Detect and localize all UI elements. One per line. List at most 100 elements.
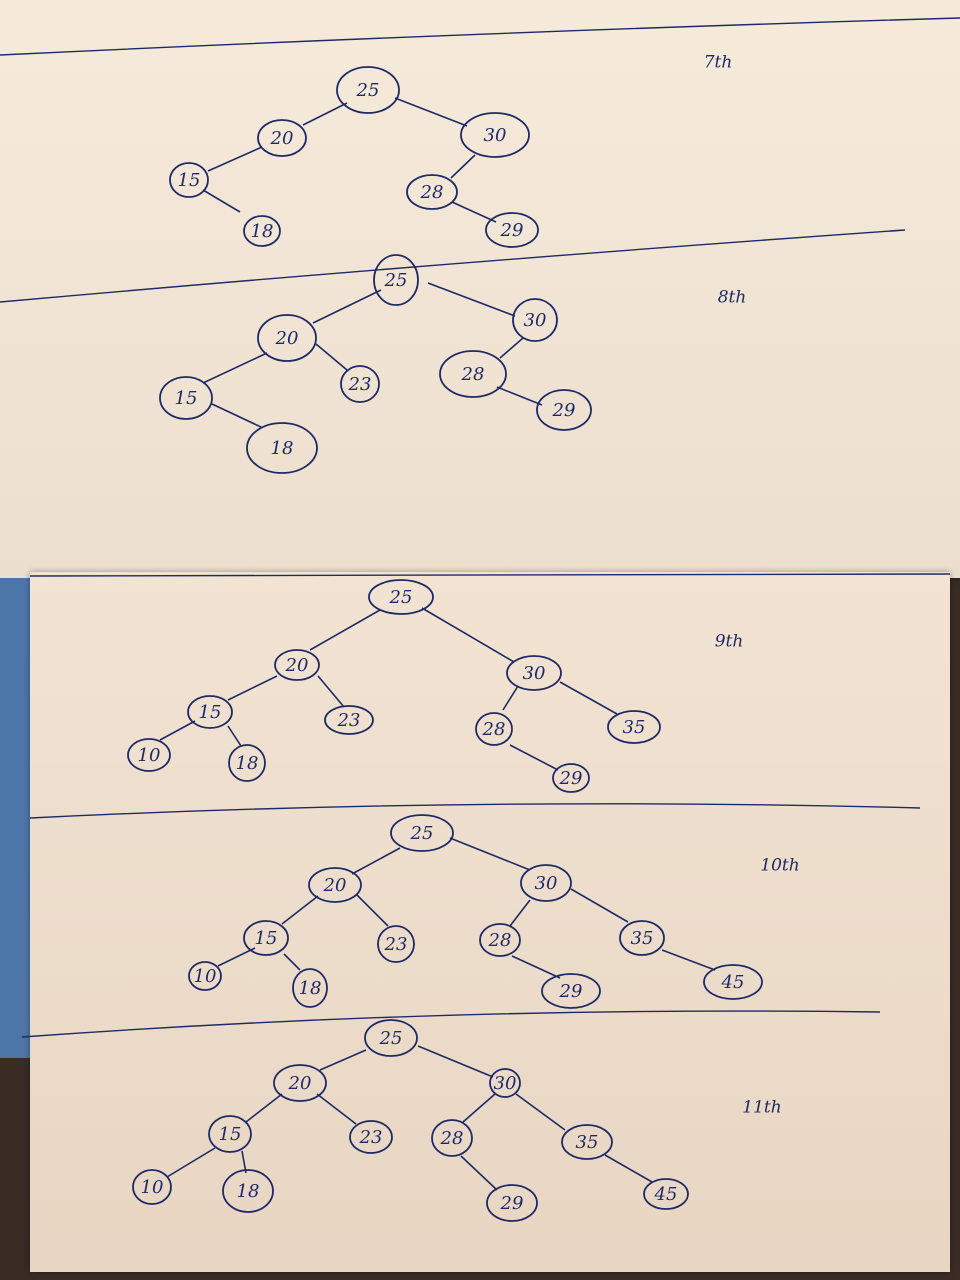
node-value: 45 [721,972,745,993]
node-value: 30 [535,873,558,894]
edges-step-10 [217,837,716,979]
node-value: 18 [236,753,259,774]
tree-edge [394,97,468,127]
node-value: 20 [285,655,309,676]
node-value: 20 [275,328,299,349]
tree-edge [449,837,531,871]
tree-edge [427,282,516,317]
tree-node: 20 [257,314,317,362]
node-value: 28 [461,364,485,385]
tree-edge [355,893,389,927]
tree-node: 10 [132,1169,172,1205]
tree-node: 25 [373,254,419,306]
tree-node: 23 [340,365,380,403]
node-value: 30 [494,1073,517,1094]
tree-node: 28 [406,174,458,210]
tree-edge [281,895,319,925]
tree-node: 29 [552,763,590,793]
tree-edge [462,1093,496,1123]
tree-node: 30 [506,655,562,691]
node-value: 23 [337,710,361,731]
tree-node: 18 [222,1169,274,1213]
tree-edge [417,1045,494,1078]
divider-line [29,803,921,819]
node-value: 28 [482,719,506,740]
node-value: 45 [654,1184,678,1205]
tree-node: 18 [228,744,266,782]
node-value: 29 [500,1193,524,1214]
node-value: 35 [623,717,646,738]
tree-edge [202,352,268,384]
tree-node: 10 [188,961,222,991]
tree-node: 25 [336,66,400,114]
node-value: 30 [523,663,546,684]
node-value: 30 [484,125,507,146]
tree-edge [515,1093,566,1131]
node-value: 29 [500,220,524,241]
tree-node: 23 [377,925,415,963]
tree-edge [312,289,382,324]
tree-node: 15 [169,162,209,198]
divider-line [0,17,960,56]
tree-edge [559,681,618,715]
step-label: 8th [718,288,747,308]
tree-edge [509,899,531,927]
node-value: 23 [384,934,408,955]
node-value: 23 [348,374,372,395]
tree-node: 28 [431,1119,473,1157]
tree-node: 35 [619,920,665,956]
tree-node: 28 [475,712,513,746]
tree-edge [302,102,348,126]
node-value: 18 [237,1181,260,1202]
node-value: 25 [410,823,434,844]
node-value: 25 [356,80,380,101]
tree-node: 15 [243,920,289,956]
panel-step-8: 8th 25 20 30 15 23 28 18 29 [159,254,747,474]
tree-node: 30 [520,864,572,902]
node-value: 18 [299,978,322,999]
tree-edge [509,744,559,771]
node-value: 10 [138,745,161,766]
step-label: 10th [760,856,799,876]
node-value: 15 [175,388,198,409]
node-value: 10 [194,966,217,987]
node-value: 15 [178,170,201,191]
tree-node: 23 [349,1120,393,1154]
node-value: 35 [631,928,654,949]
tree-node: 25 [364,1019,418,1057]
node-value: 20 [270,128,294,149]
tree-node: 29 [486,1184,538,1222]
node-value: 30 [524,310,547,331]
edges-step-8 [202,282,543,428]
tree-edge [283,953,301,971]
node-value: 15 [199,702,222,723]
tree-node: 25 [390,814,454,852]
tree-node: 30 [512,298,558,342]
node-value: 25 [384,270,408,291]
tree-node: 20 [273,1064,327,1102]
node-value: 18 [271,438,294,459]
tree-edge [227,675,278,701]
node-value: 28 [488,930,512,951]
tree-edge [421,607,515,663]
node-value: 20 [288,1073,312,1094]
node-value: 28 [440,1128,464,1149]
panel-step-10: 10th 25 20 30 15 23 28 35 10 18 29 45 [188,814,800,1009]
desk-background [0,578,30,1058]
node-value: 29 [559,981,583,1002]
tree-edge [211,403,262,428]
node-value: 20 [323,875,347,896]
tree-node: 35 [561,1124,613,1160]
divider-line [0,229,906,303]
tree-edge [502,685,519,711]
paper-sheet-top [0,0,960,578]
tree-edge [217,947,256,967]
tree-node: 10 [127,738,171,772]
tree-node: 18 [246,422,318,474]
tree-node: 20 [274,649,320,681]
tree-edge [317,675,345,708]
node-value: 10 [141,1177,164,1198]
tree-edge [570,888,629,923]
tree-edge [460,1155,498,1191]
